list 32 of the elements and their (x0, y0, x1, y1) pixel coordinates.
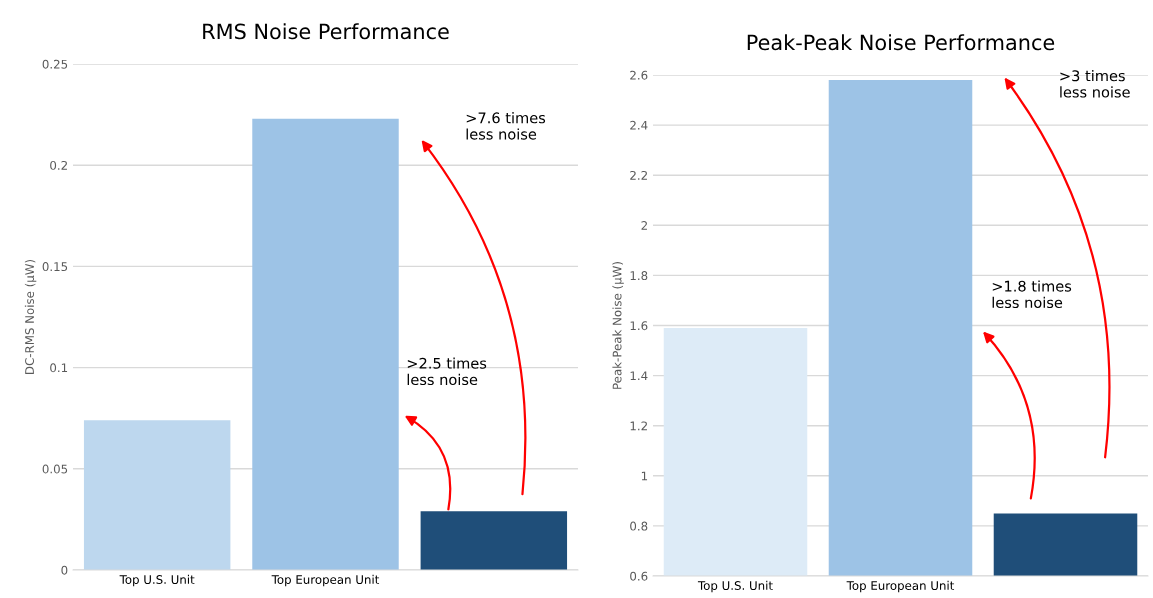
y-tick-label: 2.2 (630, 170, 647, 180)
y-tick-label: 0.6 (630, 571, 648, 581)
y-tick-label: 2 (641, 221, 647, 230)
y-tick-label: 2.6 (630, 70, 648, 80)
annotation: >2.5 times less noise (407, 357, 487, 386)
y-tick-label: 0.8 (630, 521, 648, 531)
annotation: >1.8 times less noise (992, 280, 1072, 309)
annotation: >3 times less noise (1060, 69, 1130, 98)
y-tick-label: 1 (641, 471, 648, 481)
y-tick-label: 1.2 (630, 421, 647, 431)
y-tick-label: 0 (61, 565, 68, 575)
y-tick-label: 1.6 (630, 321, 648, 331)
y-axis-title: DC-RMS Noise (µW) (24, 259, 37, 374)
chart-title: Peak-Peak Noise Performance (747, 34, 1055, 51)
y-tick-label: 0.2 (50, 160, 67, 170)
y-axis-title: Peak-Peak Noise (µW) (612, 262, 624, 389)
y-tick-label: 1.4 (630, 371, 648, 381)
annotation: >7.6 times less noise (466, 112, 546, 140)
bar (420, 511, 568, 570)
y-tick-label: 2.4 (630, 120, 648, 130)
y-tick-label: 1.8 (630, 271, 648, 281)
y-tick-label: 0.05 (42, 464, 68, 474)
y-tick-label: 0.1 (50, 363, 68, 373)
x-tick-label: Top U.S. Unit (697, 580, 773, 593)
bar (252, 118, 399, 570)
x-tick-label: Top European Unit (846, 580, 955, 593)
x-tick-label: Top U.S. Unit (119, 574, 195, 587)
y-tick-label: 0.25 (42, 59, 68, 69)
chart-title: RMS Noise Performance (203, 23, 449, 40)
x-tick-label: Top European Unit (271, 574, 380, 587)
y-tick-label: 0.15 (42, 262, 68, 272)
bar (83, 420, 231, 570)
